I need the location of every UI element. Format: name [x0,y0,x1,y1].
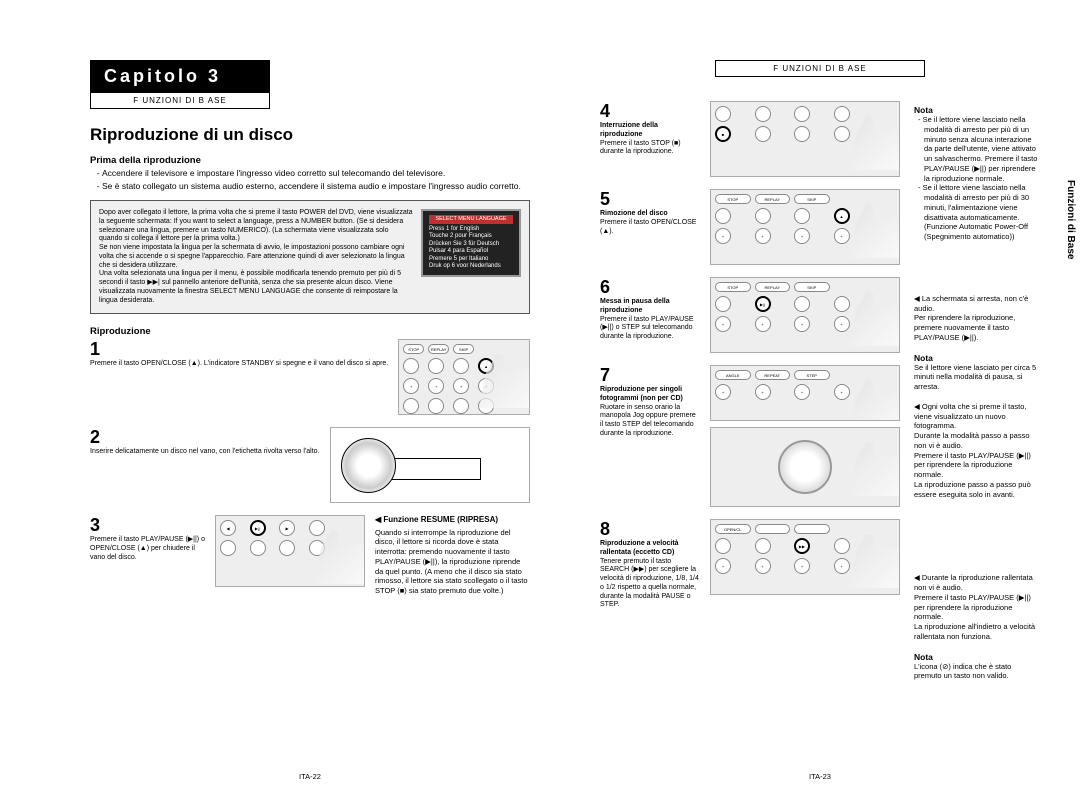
nota-block: Se il lettore viene lasciato per circa 5… [914,363,1040,392]
section-title: Riproduzione di un disco [90,125,530,145]
step-6: 6 Messa in pausa della riproduzionePreme… [600,277,900,353]
step-number: 6 [600,277,614,298]
pre-list: Accendere il televisore e impostare l'in… [90,168,530,192]
step-text: Riproduzione per singoli fotogrammi (non… [600,386,700,439]
step-text: Inserire delicatamente un disco nel vano… [90,448,320,457]
info-text: Dopo aver collegato il lettore, la prima… [99,209,413,305]
step-text: Premere il tasto PLAY/PAUSE (▶||) o OPEN… [90,536,205,562]
page-footer: ITA-23 [600,772,1040,781]
lang-header: SELECT MENU LANGUAGE [429,215,513,224]
language-menu-screenshot: SELECT MENU LANGUAGE Press 1 for English… [421,209,521,277]
step-number: 8 [600,519,614,540]
right-subhead: F UNZIONI DI B ASE [715,60,925,77]
hand-icon [835,436,900,496]
nota-heading: Nota [914,353,1040,363]
right-steps-col: 4 Interruzione della riproduzionePremere… [600,101,900,691]
pre-item: Accendere il televisore e impostare l'in… [102,168,530,179]
step-1: 1 Premere il tasto OPEN/CLOSE (▲). L'ind… [90,339,530,415]
pre-title: Prima della riproduzione [90,155,530,166]
disc-drawing [341,438,491,488]
nota-heading: Nota [914,652,1040,662]
step-7: 7 Riproduzione per singoli fotogrammi (n… [600,365,900,507]
disc-illustration [330,427,530,503]
page-right: F UNZIONI DI B ASE Funzioni di Base 4 In… [600,60,1040,781]
right-columns: 4 Interruzione della riproduzionePremere… [600,101,1040,691]
resume-column: ◀ Funzione RESUME (RIPRESA) Quando si in… [375,515,530,596]
right-notes-col: Nota - Se il lettore viene lasciato nell… [914,101,1040,691]
nota-block: - Se il lettore viene lasciato nella mod… [914,115,1040,242]
step-8: 8 Riproduzione a velocità rallentata (ec… [600,519,900,610]
jog-illustration [710,427,900,507]
lang-row: Drücken Sie 3 für Deutsch [429,241,513,249]
chapter-header: Capitolo 3 [90,60,270,93]
lang-row: Press 1 for English [429,226,513,234]
lang-row: Pulsar 4 para Español [429,248,513,256]
jog-dial [778,440,832,494]
step-number: 3 [90,515,104,536]
remote-illustration: ■ [710,101,900,177]
remote-illustration: STOPREPLAYSKIP▶||++++ [710,277,900,353]
remote-illustration: STOPREPLAYSKIP▲++++ [710,189,900,265]
arrow-note: La schermata si arresta, non c'è audio.P… [914,294,1040,343]
remote-illustration: STOPREPLAYSKIP ▲ ++++ [398,339,530,415]
step-3: 3 Premere il tasto PLAY/PAUSE (▶||) o OP… [90,515,530,596]
step-number: 4 [600,101,614,122]
step-text: Interruzione della riproduzionePremere i… [600,122,700,157]
page-footer: ITA-22 [90,772,530,781]
pre-item: Se è stato collegato un sistema audio es… [102,181,530,192]
arrow-note: Ogni volta che si preme il tasto, viene … [914,402,1040,500]
right-header: F UNZIONI DI B ASE [600,60,1040,77]
nota-block: L'icona (⊘) indica che è stato premuto u… [914,662,1040,682]
step-number: 7 [600,365,614,386]
step-text: Riproduzione a velocità rallentata (ecce… [600,540,700,610]
step-number: 5 [600,189,614,210]
resume-title: ◀ Funzione RESUME (RIPRESA) [375,515,530,525]
step-text: Premere il tasto OPEN/CLOSE (▲). L'indic… [90,360,388,369]
arrow-note: Durante la riproduzione rallentata non v… [914,573,1040,641]
lang-row: Druk op 6 voor Nederlands [429,263,513,271]
lang-row: Touche 2 pour Français [429,233,513,241]
info-box: Dopo aver collegato il lettore, la prima… [90,200,530,314]
step-text: Rimozione del discoPremere il tasto OPEN… [600,210,700,236]
remote-illustration: ◀▶||▶ [215,515,365,587]
step-4: 4 Interruzione della riproduzionePremere… [600,101,900,177]
riproduzione-title: Riproduzione [90,326,530,337]
nota-heading: Nota [914,105,1040,115]
nota-item: - Se il lettore viene lasciato nella mod… [924,115,1040,183]
nota-item: - Se il lettore viene lasciato nella mod… [924,183,1040,242]
chapter-subhead: F UNZIONI DI B ASE [90,93,270,109]
step-2: 2 Inserire delicatamente un disco nel va… [90,427,530,503]
step-5: 5 Rimozione del discoPremere il tasto OP… [600,189,900,265]
remote-illustration: ANGLEREPEATSTEP++++ [710,365,900,421]
page-left: Capitolo 3 F UNZIONI DI B ASE Riproduzio… [90,60,530,781]
step-text: Messa in pausa della riproduzionePremere… [600,298,700,342]
lang-row: Premere 5 per Italiano [429,256,513,264]
step-number: 1 [90,339,104,360]
step-number: 2 [90,427,104,448]
resume-text: Quando si interrompe la riproduzione del… [375,528,530,596]
side-tab: Funzioni di Base [1065,180,1076,259]
remote-illustration: OPEN/CL▶▶++++ [710,519,900,595]
